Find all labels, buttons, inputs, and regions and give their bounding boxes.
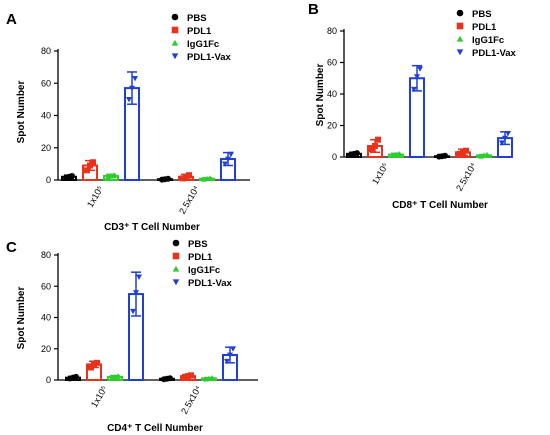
x-tick-label: 2.5x10⁴ (179, 384, 203, 416)
panel-C: C 0 20 40 60 80 Spot Number CD4⁺ T Cell Number 1… (6, 239, 258, 434)
y-axis-title: Spot Number (16, 287, 27, 350)
y-tick-label: 80 (327, 26, 337, 36)
panel-B: B 0 20 40 60 80 Spot Number CD8⁺ T Cell Number 1… (308, 1, 517, 211)
data-point (88, 364, 94, 371)
legend-label: PDL1 (187, 26, 212, 37)
y-tick-label: 0 (332, 152, 337, 162)
data-point (73, 373, 79, 380)
y-tick-label: 80 (41, 250, 51, 260)
data-point (111, 172, 117, 178)
panel-letter: C (6, 239, 17, 256)
y-tick-label: 20 (41, 143, 51, 153)
x-axis-title: CD3⁺ T Cell Number (104, 222, 200, 233)
legend-label: IgG1Fc (187, 39, 219, 50)
data-point (414, 74, 420, 80)
x-tick-label: 1x10⁵ (85, 184, 105, 209)
legend-label: PDL1 (188, 252, 213, 263)
panel-letter: A (6, 11, 17, 28)
data-point (186, 172, 192, 179)
data-point (463, 147, 469, 154)
x-tick-label: 1x10⁵ (370, 161, 390, 186)
y-tick-label: 80 (41, 46, 51, 56)
legend-label: PBS (187, 13, 207, 24)
y-tick-label: 0 (46, 375, 51, 385)
data-point (209, 374, 215, 381)
data-point (129, 85, 135, 92)
x-tick-label: 1x10⁵ (89, 384, 109, 409)
legend-marker (171, 53, 179, 60)
legend-marker (171, 13, 179, 21)
legend-marker (172, 252, 180, 260)
data-point (165, 175, 171, 182)
data-point (222, 161, 228, 167)
data-point (502, 135, 508, 142)
data-point (442, 152, 448, 159)
panel-letter: B (308, 1, 319, 18)
data-point (224, 358, 230, 365)
legend-marker (172, 279, 180, 286)
data-point (87, 162, 93, 169)
x-tick-label: 2.5x10⁴ (454, 161, 478, 193)
data-point (84, 167, 90, 174)
legend-label: PDL1-Vax (187, 52, 232, 63)
y-tick-label: 40 (41, 313, 51, 323)
legend-marker (456, 49, 464, 56)
data-point (375, 136, 381, 143)
legend-marker (456, 22, 464, 30)
data-point (188, 372, 194, 379)
data-point (133, 290, 139, 296)
data-point (372, 142, 378, 149)
x-tick-label: 2.5x10⁴ (177, 184, 201, 216)
data-point (115, 373, 121, 379)
data-point (90, 159, 96, 166)
data-point (94, 359, 100, 366)
legend-label: IgG1Fc (472, 35, 504, 46)
y-tick-label: 0 (46, 175, 51, 185)
data-point (411, 86, 417, 93)
data-point (354, 150, 360, 157)
data-point (396, 150, 402, 157)
data-point (69, 172, 75, 179)
legend-marker (171, 26, 179, 34)
data-point (132, 76, 138, 82)
y-tick-label: 40 (41, 111, 51, 121)
legend-marker (456, 9, 464, 17)
data-point (136, 274, 142, 280)
data-point (126, 96, 132, 103)
data-point (484, 151, 490, 158)
data-point (225, 156, 231, 163)
data-point (369, 146, 375, 153)
legend-marker (171, 39, 179, 46)
y-axis-title: Spot Number (16, 81, 27, 144)
data-point (499, 140, 505, 146)
legend-label: PDL1 (472, 22, 497, 33)
data-point (505, 130, 511, 137)
y-tick-label: 20 (41, 344, 51, 354)
legend-marker (172, 265, 180, 272)
y-axis-title: Spot Number (315, 64, 326, 127)
y-tick-label: 60 (41, 281, 51, 291)
x-axis-title: CD4⁺ T Cell Number (107, 423, 203, 434)
legend-label: IgG1Fc (188, 265, 220, 276)
data-point (230, 346, 236, 352)
y-tick-label: 60 (41, 78, 51, 88)
data-point (167, 375, 173, 382)
legend-label: PBS (472, 9, 492, 20)
y-tick-label: 40 (327, 89, 337, 99)
data-point (130, 308, 136, 315)
panel-A: A 0 20 40 60 80 Spot Number CD3⁺ T Cell Number 1… (6, 11, 250, 233)
data-point (227, 352, 233, 358)
legend-marker (456, 35, 464, 42)
legend-label: PBS (188, 239, 208, 250)
y-tick-label: 60 (327, 58, 337, 68)
data-point (228, 151, 234, 158)
legend-label: PDL1-Vax (188, 278, 233, 289)
x-axis-title: CD8⁺ T Cell Number (392, 200, 488, 211)
data-point (207, 175, 213, 181)
data-point (417, 66, 423, 72)
y-tick-label: 20 (327, 121, 337, 131)
legend-label: PDL1-Vax (472, 48, 517, 59)
legend-marker (172, 239, 180, 247)
